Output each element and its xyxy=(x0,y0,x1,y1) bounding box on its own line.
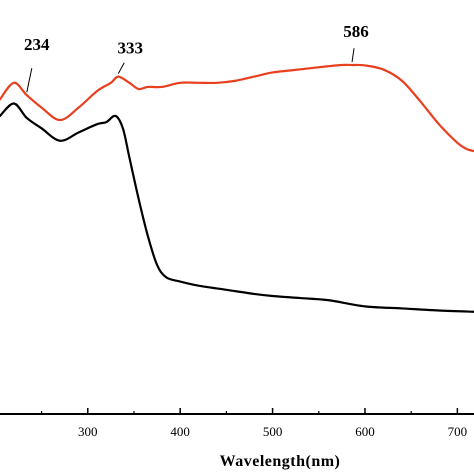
annotation-leader-586 xyxy=(351,48,355,63)
series-line-red xyxy=(0,63,474,153)
annotation-leader-333 xyxy=(117,62,125,74)
x-tick-label-400: 400 xyxy=(170,424,190,439)
plot-frame xyxy=(0,413,474,415)
annotation-label-586: 586 xyxy=(343,22,369,41)
annotation-label-333: 333 xyxy=(118,39,144,58)
x-tick-label-300: 300 xyxy=(78,424,98,439)
x-tick-label-700: 700 xyxy=(448,424,468,439)
series-line-black xyxy=(0,102,474,313)
x-axis-ticks: 300 400 500 600 700 xyxy=(40,408,468,439)
series-layer xyxy=(0,63,474,313)
annotation-layer: 234 333 586 xyxy=(24,22,369,93)
annotation-leader-234 xyxy=(26,68,33,93)
x-tick-label-600: 600 xyxy=(355,424,375,439)
x-axis-title: Wavelength(nm) xyxy=(220,453,341,470)
x-tick-label-500: 500 xyxy=(263,424,283,439)
annotation-label-234: 234 xyxy=(24,35,50,54)
plot-border xyxy=(0,413,474,415)
